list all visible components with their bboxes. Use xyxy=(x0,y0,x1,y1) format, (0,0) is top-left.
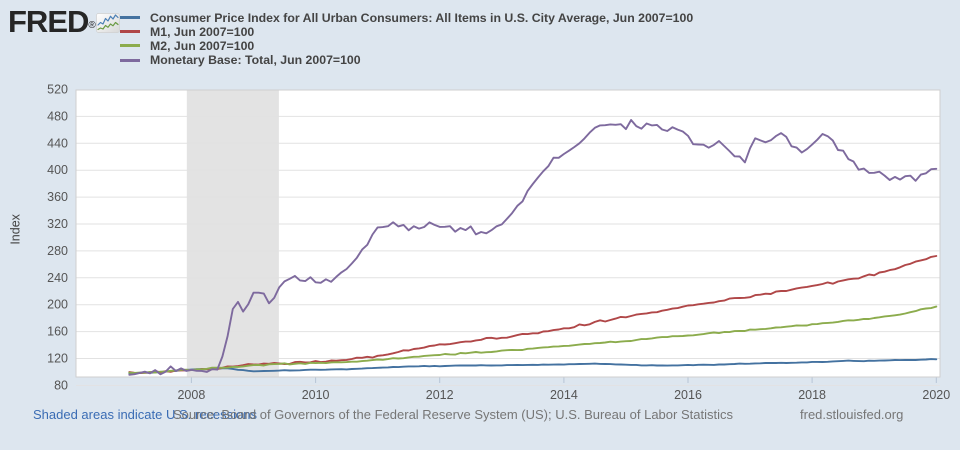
svg-text:2008: 2008 xyxy=(177,388,205,402)
svg-text:Index: Index xyxy=(8,213,22,244)
svg-text:160: 160 xyxy=(47,325,68,339)
svg-text:2020: 2020 xyxy=(922,388,950,402)
svg-text:2016: 2016 xyxy=(674,388,702,402)
svg-text:80: 80 xyxy=(54,378,68,392)
svg-text:360: 360 xyxy=(47,190,68,204)
svg-text:480: 480 xyxy=(47,109,68,123)
svg-text:2018: 2018 xyxy=(798,388,826,402)
svg-text:120: 120 xyxy=(47,352,68,366)
svg-text:320: 320 xyxy=(47,217,68,231)
svg-text:200: 200 xyxy=(47,298,68,312)
svg-text:2010: 2010 xyxy=(302,388,330,402)
svg-text:440: 440 xyxy=(47,136,68,150)
svg-text:240: 240 xyxy=(47,271,68,285)
svg-text:400: 400 xyxy=(47,163,68,177)
svg-text:520: 520 xyxy=(47,83,68,97)
svg-text:2012: 2012 xyxy=(426,388,454,402)
svg-text:280: 280 xyxy=(47,244,68,258)
svg-text:2014: 2014 xyxy=(550,388,578,402)
